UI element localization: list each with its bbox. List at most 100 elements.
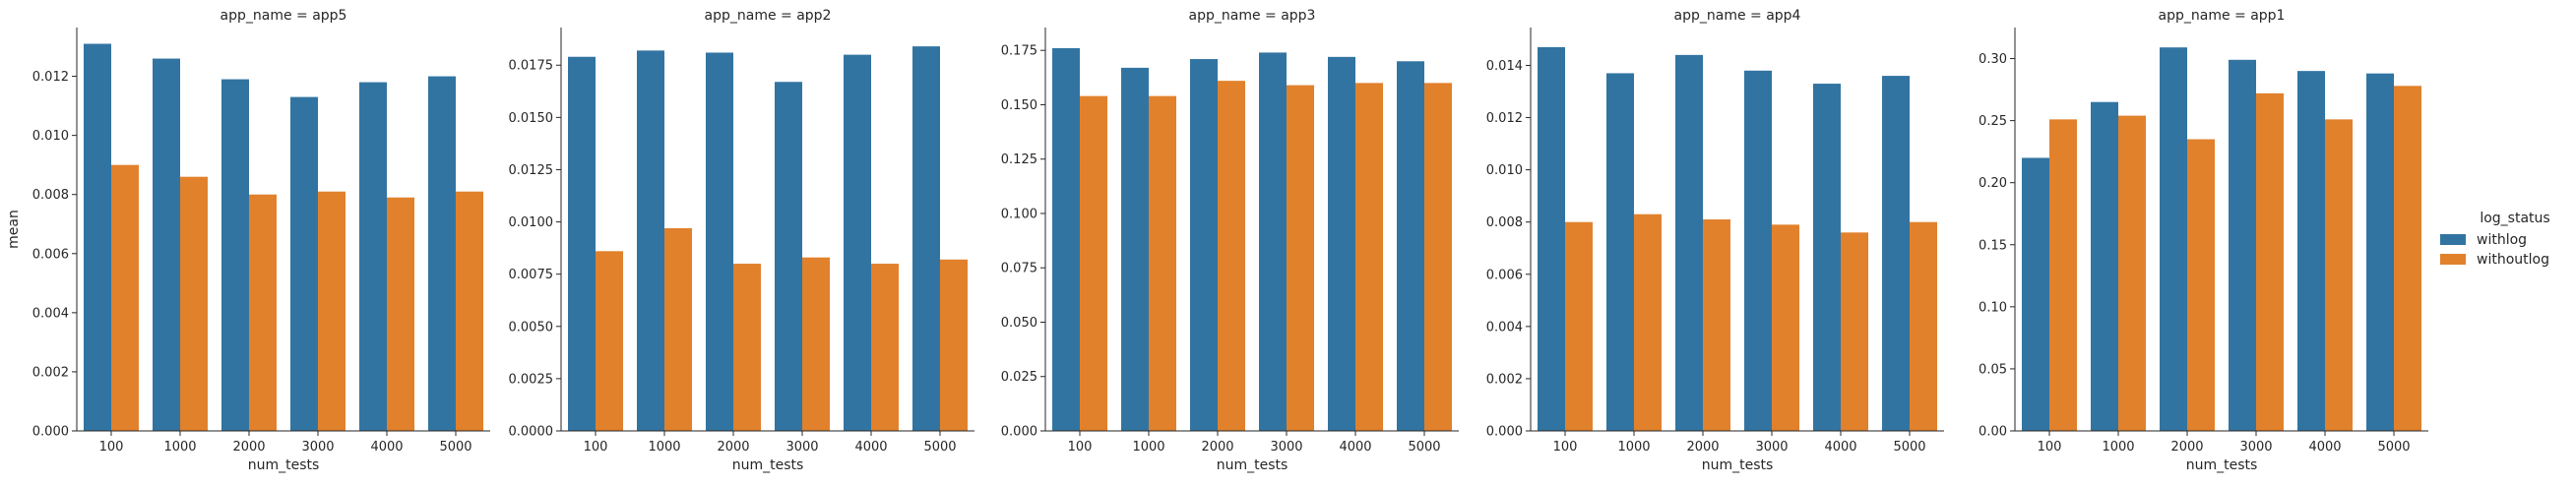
- bar-withlog-1000: [153, 58, 180, 432]
- bar-withoutlog-4000: [387, 197, 414, 431]
- y-tick-label: 0.05: [1979, 362, 2007, 377]
- x-tick-label: 100: [2038, 440, 2062, 455]
- bar-withoutlog-5000: [1424, 83, 1452, 432]
- bar-withlog-5000: [912, 46, 940, 431]
- bar-withoutlog-1000: [180, 176, 208, 431]
- bar-withoutlog-100: [1565, 221, 1593, 431]
- x-tick-label: 100: [99, 440, 124, 455]
- y-tick-label: 0.000: [1001, 425, 1037, 440]
- bar-withoutlog-3000: [2256, 92, 2284, 431]
- bar-withlog-3000: [1259, 52, 1287, 432]
- x-tick-label: 4000: [2308, 440, 2341, 455]
- y-tick-label: 0.0175: [509, 59, 554, 74]
- y-tick-label: 0.0000: [509, 425, 554, 440]
- bar-withoutlog-1000: [664, 227, 692, 431]
- x-tick-label: 5000: [1893, 440, 1925, 455]
- bar-withoutlog-3000: [802, 257, 830, 431]
- x-tick-label: 4000: [1824, 440, 1856, 455]
- bar-withlog-1000: [1606, 73, 1634, 432]
- y-tick-label: 0.30: [1979, 52, 2007, 67]
- x-tick-label: 1000: [648, 440, 680, 455]
- x-tick-label: 1000: [1132, 440, 1164, 455]
- bar-withlog-100: [1538, 46, 1565, 431]
- y-tick-label: 0.20: [1979, 176, 2007, 191]
- bar-withlog-100: [84, 43, 111, 432]
- y-tick-label: 0.012: [32, 70, 69, 85]
- x-tick-label: 1000: [2102, 440, 2134, 455]
- bar-withlog-4000: [359, 82, 387, 432]
- y-tick-label: 0.004: [1486, 320, 1523, 334]
- y-axis-label: mean: [6, 210, 22, 249]
- y-tick-label: 0.000: [32, 425, 69, 440]
- panel-3: app_name = app3 0.000 0.025 0.050 0.075 0.100…: [1001, 8, 1459, 473]
- bar-withlog-1000: [2091, 101, 2118, 431]
- y-tick-label: 0.0025: [509, 372, 554, 387]
- panel-2: app_name = app2 0.0000 0.0025 0.0050 0.0075 0…: [509, 8, 974, 473]
- panel-title: app_name = app4: [1674, 8, 1801, 24]
- bar-withlog-3000: [775, 82, 802, 432]
- y-tick-label: 0.008: [32, 188, 69, 203]
- y-tick-label: 0.0050: [509, 320, 554, 334]
- x-axis-label: num_tests: [2186, 457, 2258, 473]
- bar-withoutlog-100: [2049, 119, 2077, 431]
- bar-withlog-2000: [221, 79, 249, 432]
- bar-withoutlog-2000: [249, 194, 277, 431]
- y-tick-label: 0.100: [1001, 207, 1037, 221]
- x-tick-label: 5000: [2377, 440, 2410, 455]
- bar-withlog-100: [2022, 157, 2049, 431]
- panel-title: app_name = app5: [220, 8, 347, 24]
- bar-withoutlog-1000: [2118, 115, 2146, 432]
- y-tick-label: 0.025: [1001, 370, 1037, 385]
- bar-withlog-100: [1052, 47, 1080, 431]
- bar-withoutlog-2000: [733, 264, 761, 431]
- x-tick-label: 3000: [1270, 440, 1302, 455]
- bar-withoutlog-4000: [1355, 83, 1383, 432]
- bar-withlog-2000: [706, 52, 733, 432]
- legend-swatch-withoutlog: [2440, 254, 2466, 265]
- y-tick-label: 0.25: [1979, 114, 2007, 129]
- y-tick-label: 0.014: [1486, 59, 1523, 74]
- bar-withlog-5000: [1882, 76, 1910, 432]
- x-tick-label: 1000: [1617, 440, 1650, 455]
- bar-withoutlog-5000: [2394, 86, 2421, 432]
- bar-withoutlog-2000: [1703, 219, 1730, 431]
- bar-withoutlog-3000: [1772, 224, 1799, 431]
- x-tick-label: 4000: [370, 440, 403, 455]
- x-axis-label: num_tests: [248, 457, 320, 473]
- y-tick-label: 0.00: [1979, 425, 2007, 440]
- x-tick-label: 2000: [232, 440, 265, 455]
- x-tick-label: 4000: [1339, 440, 1371, 455]
- x-tick-label: 100: [1553, 440, 1578, 455]
- y-tick-label: 0.0125: [509, 163, 554, 178]
- bar-withoutlog-2000: [2187, 139, 2215, 432]
- legend-label-withoutlog: withoutlog: [2477, 252, 2549, 268]
- panel-title: app_name = app2: [705, 8, 832, 24]
- bar-withlog-3000: [2229, 59, 2256, 432]
- y-tick-label: 0.050: [1001, 316, 1037, 331]
- legend-title: log_status: [2480, 211, 2549, 226]
- x-tick-label: 5000: [439, 440, 471, 455]
- x-tick-label: 5000: [923, 440, 956, 455]
- y-tick-label: 0.006: [1486, 268, 1523, 282]
- bar-withoutlog-4000: [871, 264, 899, 431]
- y-tick-label: 0.004: [32, 306, 69, 321]
- bar-withoutlog-5000: [456, 191, 483, 431]
- x-tick-label: 100: [584, 440, 608, 455]
- x-tick-label: 3000: [301, 440, 334, 455]
- y-tick-label: 0.15: [1979, 238, 2007, 253]
- panel-5: app_name = app1 0.00 0.05 0.10 0.15 0.20 0.25 0…: [1979, 8, 2428, 473]
- bar-withoutlog-2000: [1218, 81, 1245, 431]
- y-tick-label: 0.0100: [509, 215, 554, 230]
- x-tick-label: 5000: [1408, 440, 1440, 455]
- x-tick-label: 2000: [717, 440, 749, 455]
- bar-withlog-2000: [1190, 59, 1218, 431]
- bar-withlog-2000: [2160, 47, 2187, 431]
- x-tick-label: 2000: [2170, 440, 2203, 455]
- x-axis-label: num_tests: [1702, 457, 1774, 473]
- bar-withlog-4000: [1328, 56, 1355, 431]
- x-tick-label: 2000: [1201, 440, 1233, 455]
- bar-withoutlog-4000: [1841, 232, 1868, 431]
- x-axis-label: num_tests: [1217, 457, 1288, 473]
- bar-withoutlog-1000: [1634, 213, 1662, 431]
